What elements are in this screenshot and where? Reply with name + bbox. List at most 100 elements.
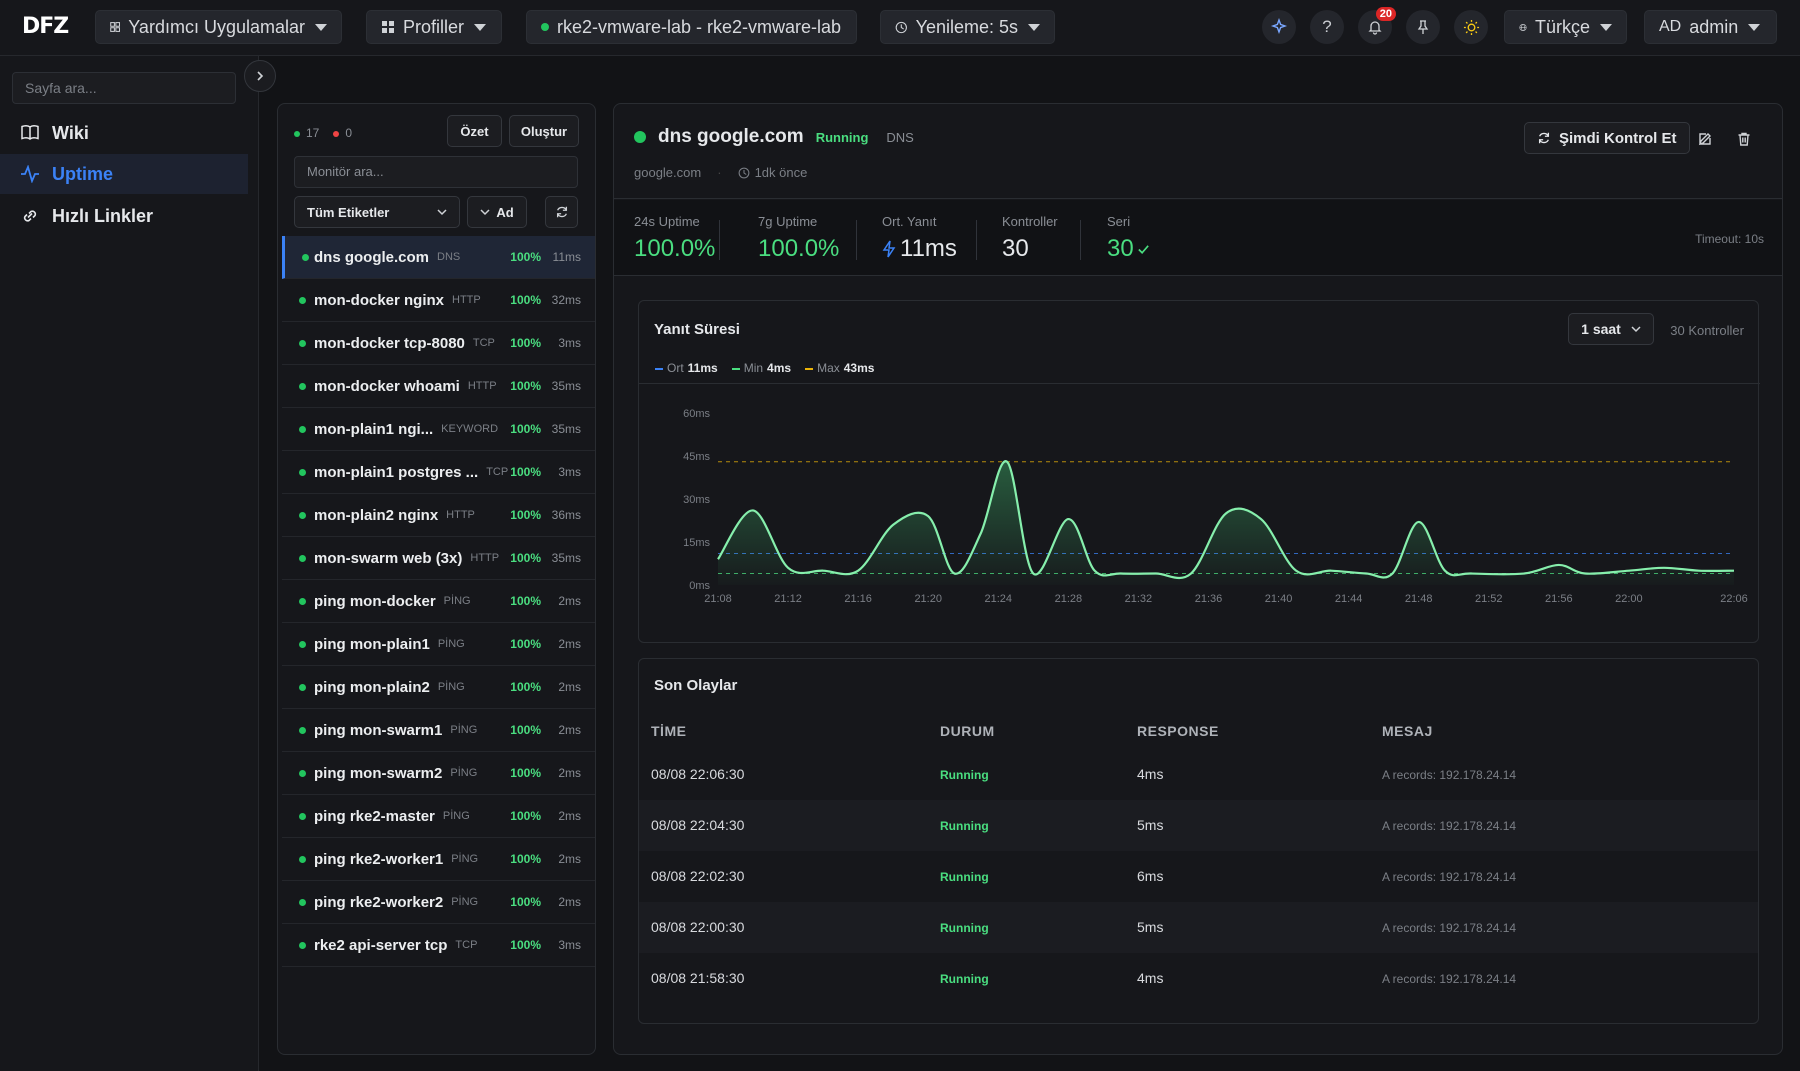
monitor-type: DNS (437, 251, 461, 263)
status-dot (299, 512, 306, 519)
link-icon (23, 210, 37, 222)
monitor-list-item[interactable]: rke2 api-server tcp TCP 100% 3ms (282, 924, 595, 967)
pin-button[interactable] (1406, 10, 1440, 44)
create-monitor-button[interactable]: Oluştur (509, 115, 579, 147)
monitor-list-item[interactable]: mon-docker whoami HTTP 100% 35ms (282, 365, 595, 408)
sidebar-item-wiki[interactable]: Wiki (0, 113, 248, 153)
col-time: TİME (651, 723, 687, 739)
monitor-uptime: 100% (510, 422, 541, 436)
monitor-type: HTTP (446, 509, 475, 521)
check-now-button[interactable]: Şimdi Kontrol Et (1524, 122, 1690, 154)
monitor-list-item[interactable]: mon-plain1 ngi... KEYWORD 100% 35ms (282, 408, 595, 451)
y-tick-label: 30ms (683, 494, 710, 506)
monitor-name: mon-plain2 nginx (314, 506, 439, 524)
sidebar-toggle-button[interactable] (244, 60, 276, 92)
event-time: 08/08 22:04:30 (651, 817, 745, 833)
monitor-list-item[interactable]: mon-docker tcp-8080 TCP 100% 3ms (282, 322, 595, 365)
stats-bar: 24s Uptime 100.0% 7g Uptime 100.0% Ort. … (614, 200, 1782, 276)
monitor-host: google.com (634, 165, 702, 180)
cluster-selector[interactable]: rke2-vmware-lab - rke2-vmware-lab (526, 10, 857, 44)
profiles-menu-button[interactable]: Profiller (366, 10, 502, 44)
col-message: MESAJ (1382, 723, 1433, 739)
x-tick-label: 22:00 (1615, 593, 1643, 605)
monitor-response: 2ms (558, 594, 581, 608)
time-range-select[interactable]: 1 saat (1568, 313, 1654, 345)
monitor-search-input[interactable]: Monitör ara... (294, 156, 578, 188)
monitor-uptime: 100% (510, 336, 541, 350)
monitor-type: PİNG (450, 724, 478, 736)
monitor-list-item[interactable]: mon-swarm web (3x) HTTP 100% 35ms (282, 537, 595, 580)
monitor-list-item[interactable]: mon-docker nginx HTTP 100% 32ms (282, 279, 595, 322)
monitor-list-item[interactable]: dns google.com DNS 100% 11ms (282, 236, 595, 279)
x-tick-label: 21:40 (1265, 593, 1293, 605)
event-response: 4ms (1137, 970, 1164, 986)
monitor-uptime: 100% (510, 508, 541, 522)
event-response: 6ms (1137, 868, 1164, 884)
stat-streak: Seri 30 (1107, 214, 1150, 263)
check-now-label: Şimdi Kontrol Et (1559, 129, 1677, 147)
clock-icon (738, 167, 749, 178)
help-button[interactable]: ? (1310, 10, 1344, 44)
notifications-button[interactable]: 20 (1358, 7, 1396, 44)
sort-button[interactable]: Ad (467, 196, 527, 228)
monitor-list-item[interactable]: ping rke2-worker1 PİNG 100% 2ms (282, 838, 595, 881)
monitor-response: 36ms (551, 508, 581, 522)
language-selector[interactable]: Türkçe (1504, 10, 1627, 44)
status-dot (299, 340, 306, 347)
sidebar-item-uptime[interactable]: Uptime (0, 154, 248, 194)
delete-button[interactable] (1731, 126, 1757, 152)
monitor-name: mon-docker whoami (314, 377, 460, 395)
app-logo[interactable]: DFZ (22, 14, 69, 39)
monitor-list-item[interactable]: mon-plain1 postgres ... TCP 100% 3ms (282, 451, 595, 494)
monitor-list-item[interactable]: ping mon-swarm2 PİNG 100% 2ms (282, 752, 595, 795)
tag-filter-select[interactable]: Tüm Etiketler (294, 196, 460, 228)
monitor-detail-panel: dns google.com Running DNS google.com · … (613, 103, 1783, 1055)
event-response: 5ms (1137, 919, 1164, 935)
stat-uptime-7d: 7g Uptime 100.0% (758, 214, 840, 262)
monitor-uptime: 100% (510, 938, 541, 952)
event-message: A records: 192.178.24.14 (1382, 768, 1517, 782)
monitor-name: mon-swarm web (3x) (314, 549, 463, 567)
monitor-list-item[interactable]: mon-plain2 nginx HTTP 100% 36ms (282, 494, 595, 537)
events-title: Son Olaylar (654, 677, 738, 694)
summary-button[interactable]: Özet (447, 115, 502, 147)
monitor-list-item[interactable]: ping mon-plain2 PİNG 100% 2ms (282, 666, 595, 709)
event-status: Running (940, 972, 989, 986)
apps-menu-button[interactable]: Yardımcı Uygulamalar (95, 10, 342, 44)
status-dot (299, 899, 306, 906)
sidebar-item-quick-links[interactable]: Hızlı Linkler (0, 196, 248, 236)
status-dot (299, 684, 306, 691)
monitor-list-item[interactable]: ping mon-docker PİNG 100% 2ms (282, 580, 595, 623)
table-row: 08/08 22:02:30 Running 6ms A records: 192.1… (639, 851, 1758, 902)
event-message: A records: 192.178.24.14 (1382, 870, 1517, 884)
monitor-list-item[interactable]: ping rke2-master PİNG 100% 2ms (282, 795, 595, 838)
col-response: RESPONSE (1137, 723, 1219, 739)
monitor-type: TCP (455, 939, 478, 951)
monitor-name: dns google.com (314, 248, 430, 266)
monitor-uptime: 100% (510, 680, 541, 694)
refresh-interval-button[interactable]: Yenileme: 5s (880, 10, 1055, 44)
monitor-list-item[interactable]: ping mon-plain1 PİNG 100% 2ms (282, 623, 595, 666)
chevron-down-icon (480, 209, 490, 216)
y-tick-label: 0ms (689, 580, 710, 592)
monitor-uptime: 100% (510, 594, 541, 608)
monitor-uptime: 100% (510, 852, 541, 866)
refresh-list-button[interactable] (545, 196, 578, 228)
pin-icon (1417, 20, 1429, 34)
monitor-list-item[interactable]: ping mon-swarm1 PİNG 100% 2ms (282, 709, 595, 752)
edit-button[interactable] (1692, 126, 1718, 152)
monitor-list-item[interactable]: ping rke2-worker2 PİNG 100% 2ms (282, 881, 595, 924)
status-dot (299, 727, 306, 734)
status-dot (299, 856, 306, 863)
x-tick-label: 21:28 (1055, 593, 1083, 605)
monitor-uptime: 100% (510, 723, 541, 737)
theme-toggle-button[interactable] (1454, 10, 1488, 44)
page-search-input[interactable]: Sayfa ara... (12, 72, 236, 104)
legend-max: Max 43ms (805, 361, 874, 375)
monitor-uptime: 100% (510, 551, 541, 565)
event-message: A records: 192.178.24.14 (1382, 921, 1517, 935)
ai-sparkle-button[interactable] (1262, 10, 1296, 44)
user-menu-button[interactable]: AD admin (1644, 10, 1777, 44)
refresh-icon (556, 206, 567, 218)
monitor-type: PİNG (442, 810, 470, 822)
